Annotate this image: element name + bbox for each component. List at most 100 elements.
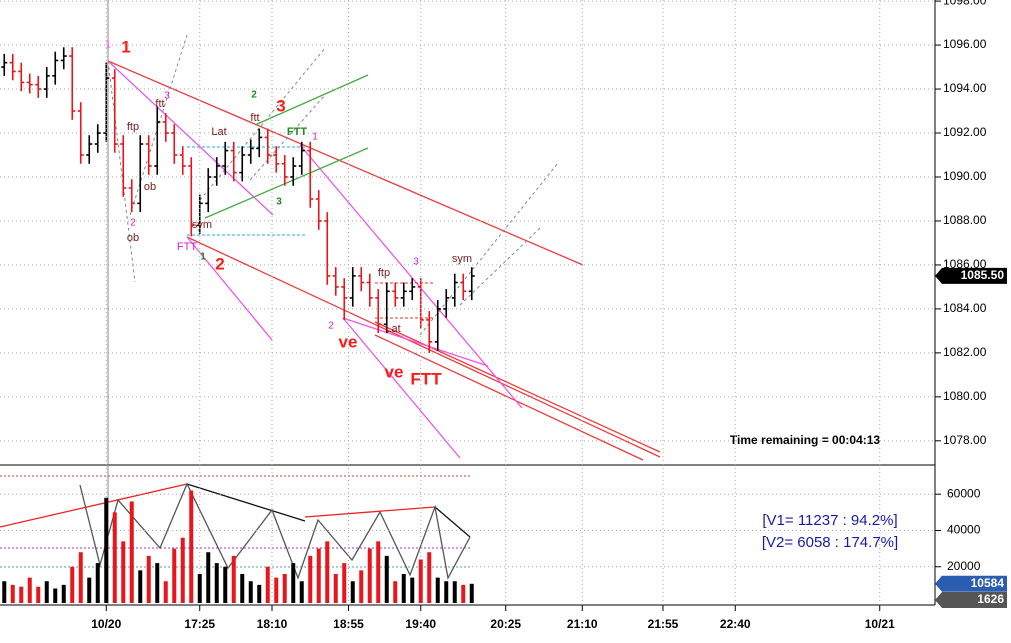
value-badge-label: 1085.50 [961,268,1005,282]
annotation: Lat [385,323,400,335]
volume-bar [36,586,41,603]
annotation: 1 [121,37,130,56]
volume-bar [19,586,24,603]
annotation: 2 [130,218,136,229]
annotation: ftp [127,121,139,133]
volume-bar [87,577,92,603]
volume-bar [197,573,202,603]
annotation: ob [127,232,139,244]
annotation: 3 [413,257,419,268]
volume-bar [461,584,466,603]
y-tick-label: 1078.00 [943,433,987,447]
annotation: ob [144,181,156,193]
volume-bar [427,552,432,603]
volume-bar [393,581,398,603]
volume-bar [70,566,75,603]
annotation: ftt [250,112,259,124]
x-tick-label: 20:25 [490,617,521,631]
annotation: 3 [276,96,285,115]
volume-bar [206,552,211,603]
volume-bar [367,548,372,603]
volume-bar [342,563,347,603]
x-tick-label: 22:40 [720,617,751,631]
annotation: 3 [164,91,170,102]
x-tick-label: 19:40 [405,617,436,631]
volume-bar [384,555,389,603]
volume-bar [265,566,270,603]
volume-bar [223,566,228,603]
annotation: 2 [215,254,224,273]
annotation: FTT [410,369,442,388]
y-tick-label: 1092.00 [943,125,987,139]
volume-bar [27,577,32,603]
volume-bar [452,581,457,603]
x-tick-label: 17:25 [184,617,215,631]
y-tick-label: 1088.00 [943,213,987,227]
y-tick-label: 1096.00 [943,37,987,51]
annotation: FTT [287,126,307,138]
y-tick-label: 1086.00 [943,257,987,271]
volume-bar [138,570,143,603]
volume-bar [10,584,15,603]
x-tick-label: 21:10 [567,617,598,631]
annotation: 1 [200,252,206,263]
volume-bar [316,548,321,603]
volume-bar [248,581,253,603]
x-tick-label: 10/21 [865,617,895,631]
annotation: Lat [211,126,226,138]
annotation: 2 [251,90,257,101]
value-badge [935,592,1007,609]
volume-bar [104,497,109,603]
volume-bar [274,577,279,603]
y-tick-label: 1098.00 [943,0,987,7]
annotation: FTT [177,241,197,253]
annotation: [V2= 6058 : 174.7%] [762,534,898,551]
volume-bar [112,512,117,603]
volume-bar [257,584,262,603]
y-tick-label: 1090.00 [943,169,987,183]
volume-bar [291,563,296,603]
annotation: 3 [276,197,282,208]
x-tick-label: 21:55 [648,617,679,631]
annotation: Time remaining = 00:04:13 [730,433,881,447]
volume-bar [78,552,83,603]
annotation: 1 [312,132,318,143]
y-tick-label: 1084.00 [943,301,987,315]
x-tick-label: 10/20 [91,617,121,631]
value-badge [935,267,1007,284]
annotation: 1 [105,40,111,51]
volume-bar [240,573,245,603]
volume-bar [435,577,440,603]
value-badge [935,575,1007,592]
trend-lines [107,34,661,461]
volume-bar [95,563,100,603]
volume-bar [444,581,449,603]
volume-bar [350,581,355,603]
value-badge-label: 1626 [977,592,1004,606]
annotation: ve [339,332,358,351]
volume-bar [401,573,406,603]
volume-bar [469,583,474,603]
volume-bar [2,581,7,603]
annotation: sym [452,253,472,265]
volume-bar [214,563,219,603]
annotation: ve [385,362,404,381]
annotation: [V1= 11237 : 94.2%] [762,512,897,529]
volume-bar [333,573,338,603]
volume-bar [376,541,381,603]
volume-bar [325,541,330,603]
y-tick-label: 40000 [947,523,981,537]
y-tick-label: 60000 [947,486,981,500]
volume-bar [53,588,58,603]
annotation: ftt [155,98,164,110]
volume-bar [231,555,236,603]
annotation: ftp [378,267,390,279]
volume-bar [282,573,287,603]
volume-bar [410,577,415,603]
volume-bar [155,563,160,603]
y-tick-label: 1082.00 [943,345,987,359]
annotation: 2 [328,321,334,332]
value-badge-label: 10584 [971,576,1005,590]
